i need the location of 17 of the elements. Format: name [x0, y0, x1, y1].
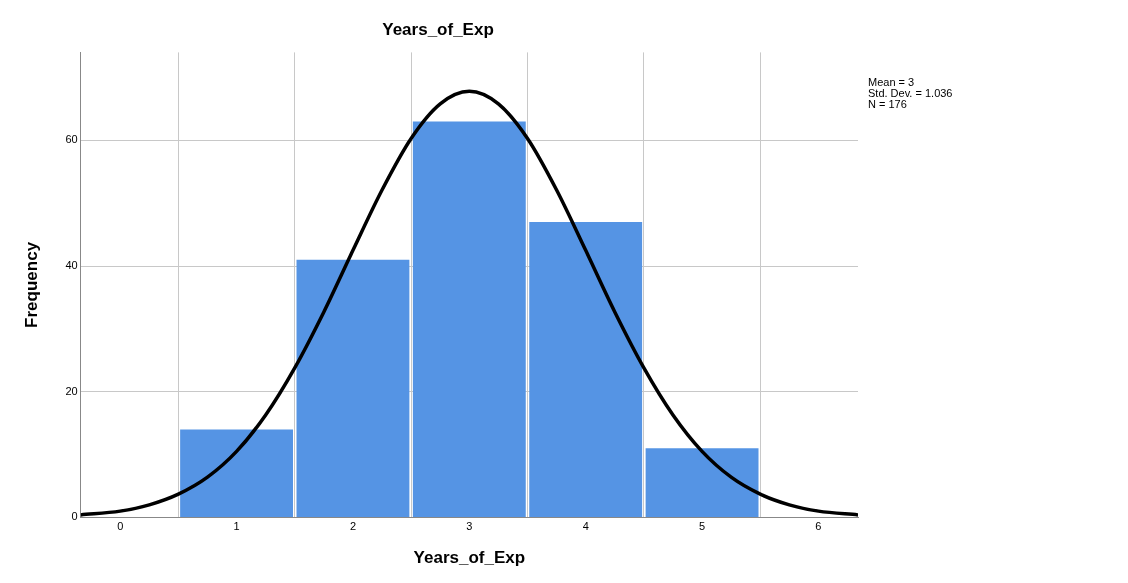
- text: N = 176: [868, 97, 907, 110]
- y-tick-label: 20: [65, 384, 78, 397]
- chart-title: Years_of_Exp: [382, 19, 494, 39]
- text: Std. Dev. = 1.036: [868, 86, 953, 99]
- x-tick-label: 2: [349, 520, 357, 533]
- y-tick-label: 0: [71, 510, 78, 523]
- x-tick-label: 6: [815, 520, 822, 533]
- text: Mean = 3: [868, 75, 915, 88]
- x-tick-label: 3: [466, 520, 473, 533]
- y-tick-label: 60: [65, 133, 78, 146]
- x-axis-title: Years_of_Exp: [413, 548, 526, 568]
- x-tick-label: 4: [582, 520, 589, 533]
- x-tick-label: 0: [117, 520, 124, 533]
- x-tick-label: 1: [233, 520, 240, 533]
- y-tick-label: 40: [65, 259, 78, 272]
- y-axis-title: Frequency: [21, 241, 41, 328]
- x-tick-label: 5: [699, 520, 706, 533]
